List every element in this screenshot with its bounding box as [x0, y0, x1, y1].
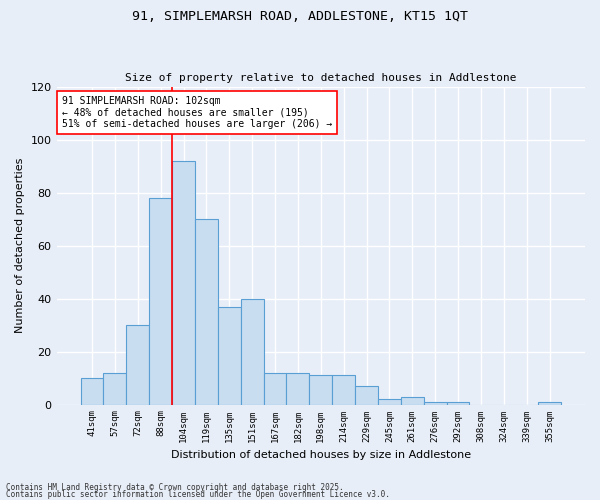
Bar — [218, 306, 241, 404]
Bar — [355, 386, 378, 404]
Bar — [103, 373, 127, 404]
Text: 91, SIMPLEMARSH ROAD, ADDLESTONE, KT15 1QT: 91, SIMPLEMARSH ROAD, ADDLESTONE, KT15 1… — [132, 10, 468, 23]
Bar — [401, 396, 424, 404]
Text: 91 SIMPLEMARSH ROAD: 102sqm
← 48% of detached houses are smaller (195)
51% of se: 91 SIMPLEMARSH ROAD: 102sqm ← 48% of det… — [62, 96, 332, 130]
Bar — [446, 402, 469, 404]
Bar — [332, 376, 355, 404]
Bar — [263, 373, 286, 404]
Text: Contains HM Land Registry data © Crown copyright and database right 2025.: Contains HM Land Registry data © Crown c… — [6, 484, 344, 492]
Bar — [172, 161, 195, 404]
Bar — [149, 198, 172, 404]
Bar — [378, 400, 401, 404]
Bar — [127, 325, 149, 404]
X-axis label: Distribution of detached houses by size in Addlestone: Distribution of detached houses by size … — [171, 450, 471, 460]
Bar — [538, 402, 561, 404]
Bar — [80, 378, 103, 404]
Bar — [424, 402, 446, 404]
Bar — [286, 373, 310, 404]
Y-axis label: Number of detached properties: Number of detached properties — [15, 158, 25, 333]
Text: Contains public sector information licensed under the Open Government Licence v3: Contains public sector information licen… — [6, 490, 390, 499]
Bar — [310, 376, 332, 404]
Bar — [195, 219, 218, 404]
Title: Size of property relative to detached houses in Addlestone: Size of property relative to detached ho… — [125, 73, 517, 83]
Bar — [241, 298, 263, 405]
